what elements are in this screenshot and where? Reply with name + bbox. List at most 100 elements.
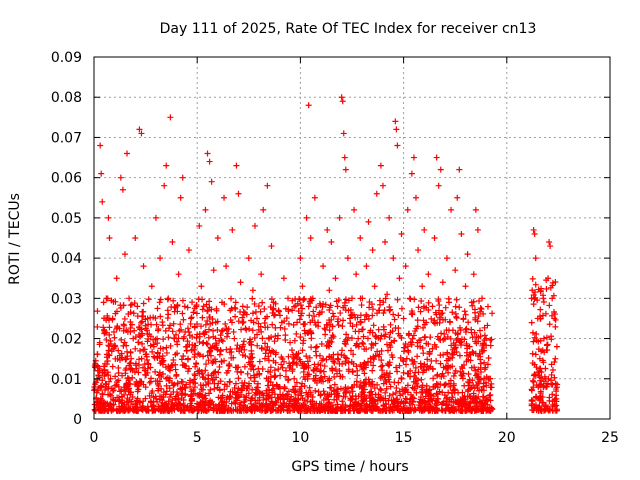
data-point: [184, 325, 191, 332]
data-point: [339, 398, 346, 405]
data-point: [391, 398, 398, 405]
data-point: [484, 303, 491, 310]
data-point: [121, 315, 128, 322]
data-point: [112, 310, 119, 317]
data-point: [190, 386, 197, 393]
data-point: [170, 357, 177, 364]
data-point: [96, 341, 103, 348]
data-point: [224, 383, 231, 390]
data-point: [472, 394, 479, 401]
data-point: [147, 364, 154, 371]
data-point: [204, 150, 211, 157]
data-point: [360, 382, 367, 389]
data-point: [315, 388, 322, 395]
data-point: [107, 392, 114, 399]
data-point: [295, 406, 302, 413]
data-point: [162, 327, 169, 334]
data-point: [139, 330, 146, 337]
data-point: [398, 375, 405, 382]
data-point: [472, 206, 479, 213]
data-point: [440, 364, 447, 371]
data-point: [130, 310, 137, 317]
data-point: [532, 255, 539, 262]
data-point: [394, 368, 401, 375]
data-point: [114, 355, 121, 362]
data-point: [318, 374, 325, 381]
data-point: [543, 334, 550, 341]
data-point: [187, 393, 194, 400]
data-point: [336, 214, 343, 221]
data-point: [467, 399, 474, 406]
data-point: [433, 344, 440, 351]
data-point: [184, 356, 191, 363]
data-point: [457, 400, 464, 407]
data-point: [128, 301, 135, 308]
data-point: [227, 388, 234, 395]
data-point: [192, 342, 199, 349]
data-point: [249, 287, 256, 294]
data-points: [91, 94, 561, 414]
y-tick-label: 0.06: [51, 171, 82, 187]
data-point: [458, 230, 465, 237]
data-point: [531, 403, 538, 410]
data-point: [218, 394, 225, 401]
data-point: [487, 391, 494, 398]
data-point: [427, 363, 434, 370]
data-point: [237, 368, 244, 375]
data-point: [142, 325, 149, 332]
data-point: [94, 308, 101, 315]
data-point: [285, 320, 292, 327]
data-point: [465, 404, 472, 411]
data-point: [193, 334, 200, 341]
data-point: [142, 351, 149, 358]
data-point: [303, 214, 310, 221]
data-point: [437, 336, 444, 343]
data-point: [236, 401, 243, 408]
data-point: [475, 393, 482, 400]
data-point: [386, 303, 393, 310]
data-point: [233, 162, 240, 169]
data-point: [100, 367, 107, 374]
data-point: [412, 364, 419, 371]
data-point: [117, 174, 124, 181]
data-point: [181, 402, 188, 409]
data-point: [154, 349, 161, 356]
data-point: [340, 317, 347, 324]
data-point: [387, 306, 394, 313]
data-point: [251, 222, 258, 229]
data-point: [148, 399, 155, 406]
data-point: [107, 338, 114, 345]
data-point: [546, 239, 553, 246]
data-point: [176, 327, 183, 334]
data-point: [461, 382, 468, 389]
data-point: [99, 198, 106, 205]
data-point: [159, 355, 166, 362]
data-point: [165, 365, 172, 372]
data-point: [456, 352, 463, 359]
data-point: [180, 361, 187, 368]
data-point: [339, 323, 346, 330]
data-point: [219, 327, 226, 334]
data-point: [250, 372, 257, 379]
data-point: [94, 351, 101, 358]
data-point: [444, 404, 451, 411]
data-point: [122, 370, 129, 377]
data-point: [320, 355, 327, 362]
data-point: [261, 340, 268, 347]
data-point: [547, 284, 554, 291]
data-point: [188, 315, 195, 322]
data-point: [142, 367, 149, 374]
data-point: [263, 387, 270, 394]
data-point: [532, 281, 539, 288]
data-point: [334, 303, 341, 310]
data-point: [235, 318, 242, 325]
data-point: [361, 386, 368, 393]
data-point: [425, 271, 432, 278]
data-point: [540, 359, 547, 366]
data-point: [418, 298, 425, 305]
data-point: [146, 392, 153, 399]
data-point: [193, 310, 200, 317]
data-point: [528, 386, 535, 393]
data-point: [335, 322, 342, 329]
data-point: [371, 405, 378, 412]
